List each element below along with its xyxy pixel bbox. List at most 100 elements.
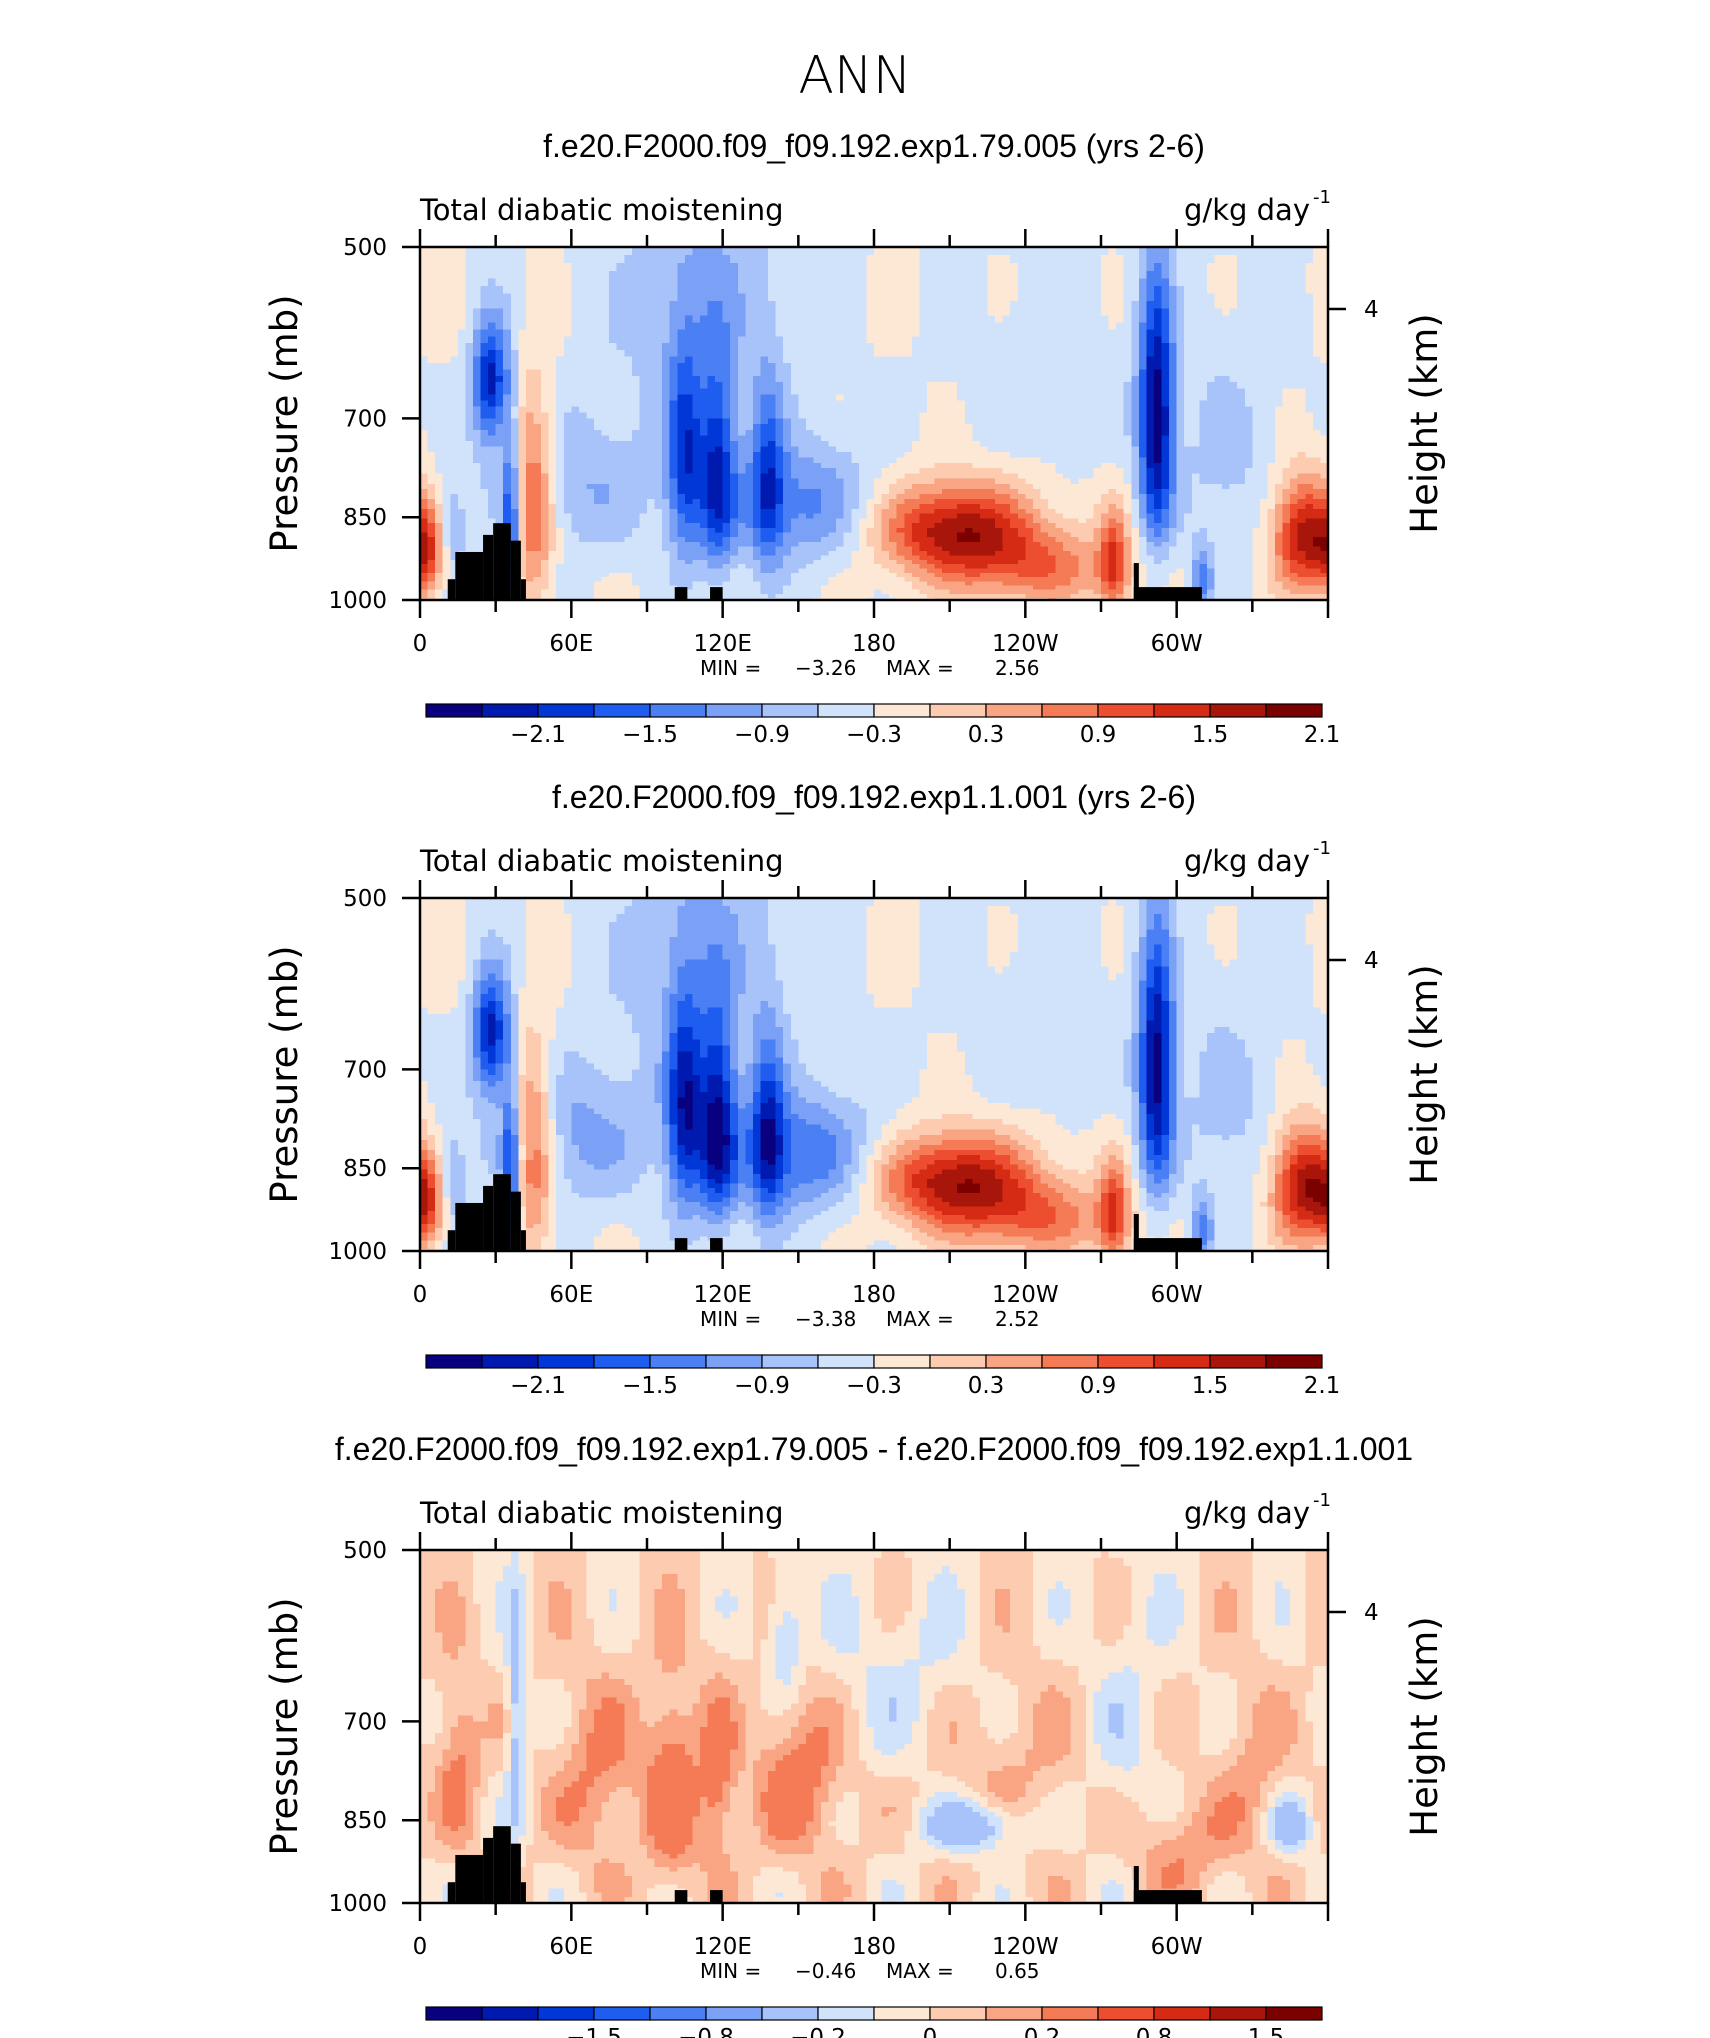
field-cell — [980, 494, 988, 500]
field-cell — [1154, 418, 1162, 424]
field-cell — [935, 479, 943, 485]
field-cell — [677, 279, 685, 287]
field-cell — [1222, 424, 1230, 430]
field-cell — [541, 323, 549, 331]
field-cell — [1010, 263, 1018, 271]
field-cell — [1177, 336, 1185, 343]
field-cell — [1040, 294, 1048, 302]
field-cell — [957, 473, 965, 479]
field-cell — [1290, 301, 1298, 309]
field-cell — [685, 458, 693, 464]
field-cell — [821, 441, 829, 447]
field-cell — [1298, 452, 1306, 458]
field-cell — [1275, 247, 1283, 256]
field-cell — [1056, 370, 1064, 377]
field-cell — [609, 413, 617, 419]
field-cell — [1169, 484, 1177, 490]
field-cell — [882, 343, 890, 350]
field-cell — [655, 279, 663, 287]
field-cell — [1154, 395, 1162, 402]
field-cell — [995, 452, 1003, 458]
field-cell — [428, 271, 436, 279]
field-cell — [806, 343, 814, 350]
field-cell — [481, 441, 489, 447]
field-cell — [541, 330, 549, 337]
field-cell — [1078, 343, 1086, 350]
units-label: g/kg day — [1184, 193, 1310, 227]
field-cell — [753, 424, 761, 430]
field-cell — [685, 489, 693, 495]
field-cell — [632, 301, 640, 309]
field-cell — [965, 323, 973, 331]
field-cell — [670, 504, 678, 510]
field-cell — [624, 436, 632, 442]
field-cell — [791, 473, 799, 479]
field-cell — [586, 418, 594, 424]
field-cell — [798, 395, 806, 402]
field-cell — [882, 357, 890, 364]
field-cell — [745, 418, 753, 424]
field-cell — [972, 316, 980, 324]
field-cell — [1093, 479, 1101, 485]
field-cell — [1071, 463, 1079, 469]
field-cell — [594, 441, 602, 447]
field-cell — [481, 308, 489, 316]
field-cell — [859, 499, 867, 505]
field-cell — [1124, 458, 1132, 464]
field-cell — [1124, 484, 1132, 490]
field-cell — [1215, 247, 1223, 256]
field-cell — [859, 279, 867, 287]
field-cell — [632, 494, 640, 500]
field-cell — [1237, 447, 1245, 453]
field-cell — [458, 407, 466, 414]
field-cell — [919, 279, 927, 287]
field-cell — [1199, 424, 1207, 430]
field-cell — [534, 271, 542, 279]
field-cell — [1305, 484, 1313, 490]
field-cell — [1230, 301, 1238, 309]
field-cell — [1131, 413, 1139, 419]
field-cell — [1215, 499, 1223, 505]
field-cell — [745, 436, 753, 442]
field-cell — [1283, 458, 1291, 464]
field-cell — [1199, 271, 1207, 279]
field-cell — [586, 363, 594, 370]
field-cell — [859, 447, 867, 453]
field-cell — [1003, 247, 1011, 256]
field-cell — [1283, 330, 1291, 337]
field-cell — [919, 413, 927, 419]
field-cell — [556, 357, 564, 364]
field-cell — [1063, 499, 1071, 505]
field-cell — [594, 447, 602, 453]
field-cell — [927, 279, 935, 287]
field-cell — [957, 255, 965, 264]
field-cell — [609, 418, 617, 424]
field-cell — [753, 468, 761, 474]
field-cell — [776, 255, 784, 264]
field-cell — [919, 382, 927, 389]
field-cell — [1033, 271, 1041, 279]
field-cell — [972, 479, 980, 485]
field-cell — [1003, 316, 1011, 324]
field-cell — [1040, 473, 1048, 479]
field-cell — [1283, 494, 1291, 500]
field-cell — [821, 263, 829, 271]
field-cell — [435, 479, 443, 485]
field-cell — [783, 343, 791, 350]
field-cell — [1063, 413, 1071, 419]
field-cell — [1154, 301, 1162, 309]
field-cell — [851, 336, 859, 343]
field-cell — [821, 247, 829, 256]
field-cell — [995, 479, 1003, 485]
field-cell — [1275, 489, 1283, 495]
field-cell — [829, 441, 837, 447]
field-cell — [435, 489, 443, 495]
field-cell — [1101, 301, 1109, 309]
field-cell — [443, 407, 451, 414]
field-cell — [1290, 494, 1298, 500]
field-cell — [988, 357, 996, 364]
field-cell — [488, 376, 496, 383]
field-cell — [1086, 263, 1094, 271]
field-cell — [700, 382, 708, 389]
field-cell — [927, 370, 935, 377]
